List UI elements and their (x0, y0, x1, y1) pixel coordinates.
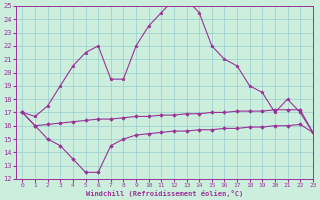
X-axis label: Windchill (Refroidissement éolien,°C): Windchill (Refroidissement éolien,°C) (86, 190, 243, 197)
